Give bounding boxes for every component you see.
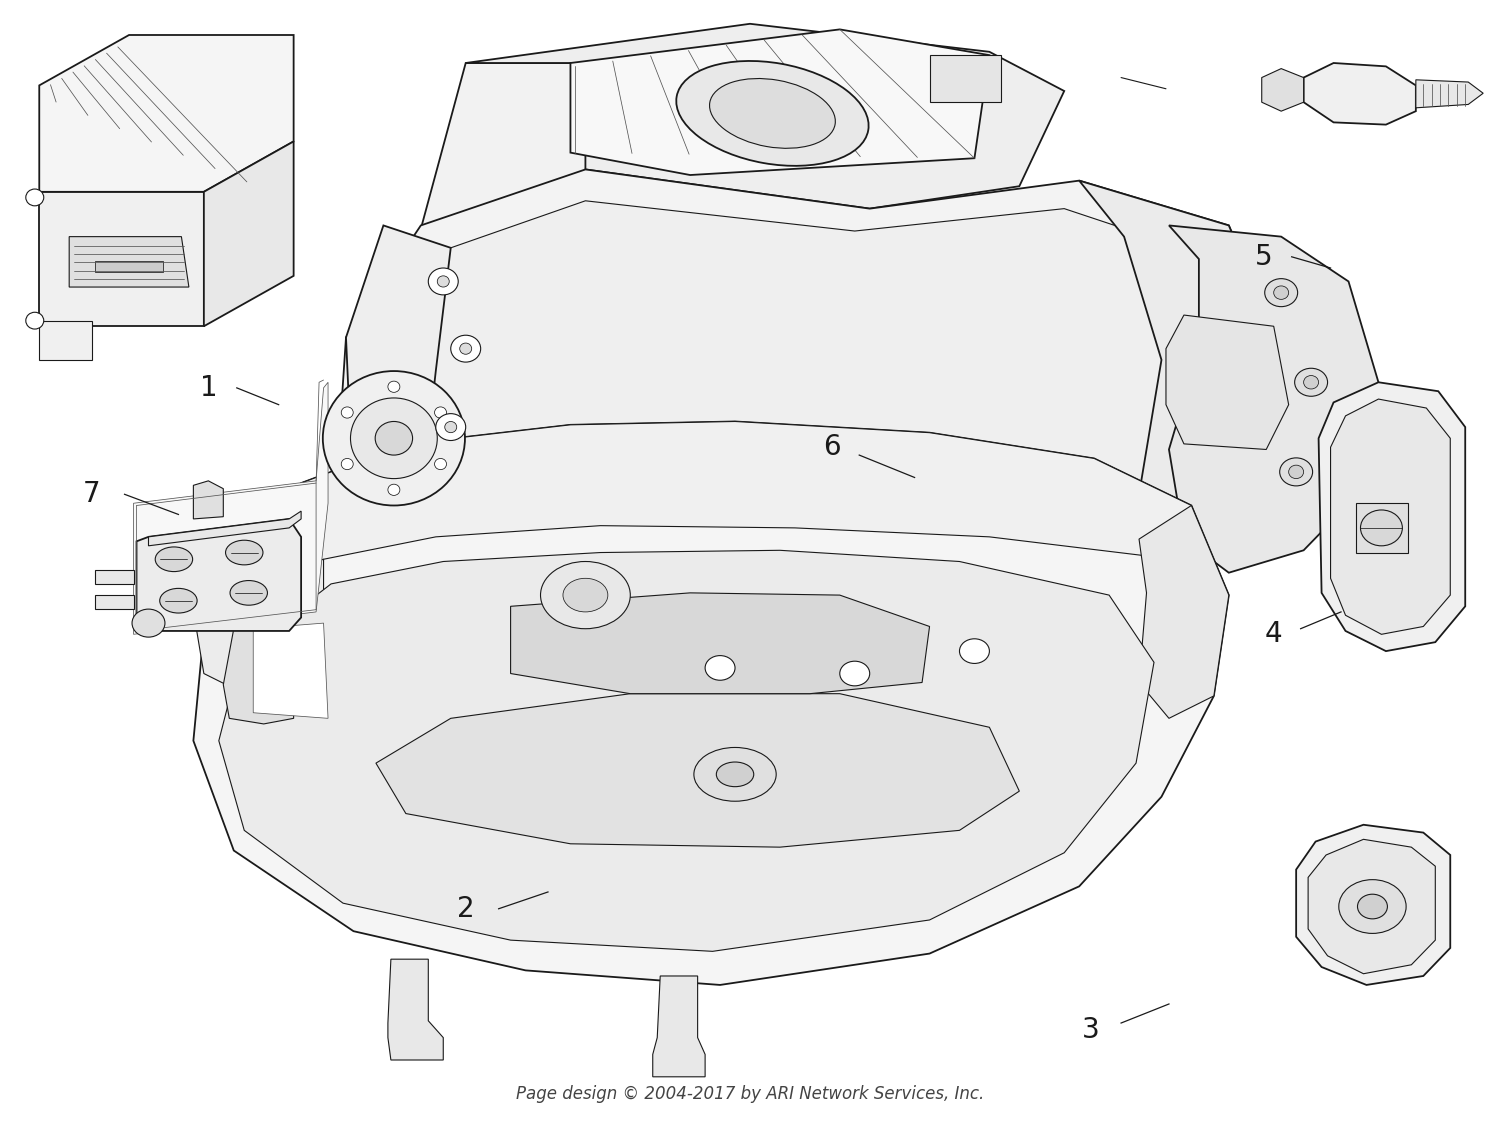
Polygon shape <box>388 959 444 1060</box>
Ellipse shape <box>717 763 753 787</box>
Ellipse shape <box>435 407 447 418</box>
Text: 3: 3 <box>1083 1015 1100 1043</box>
Ellipse shape <box>438 276 448 287</box>
Ellipse shape <box>429 268 457 295</box>
Polygon shape <box>219 550 1154 951</box>
Ellipse shape <box>435 458 447 469</box>
Text: ARI: ARI <box>484 449 1016 719</box>
Polygon shape <box>339 170 1281 668</box>
Polygon shape <box>570 29 990 175</box>
Ellipse shape <box>450 335 480 362</box>
Ellipse shape <box>26 312 44 329</box>
Polygon shape <box>234 483 324 573</box>
Polygon shape <box>1356 503 1408 553</box>
Ellipse shape <box>1280 458 1312 486</box>
Ellipse shape <box>26 189 44 206</box>
Ellipse shape <box>322 371 465 505</box>
Text: Page design © 2004-2017 by ARI Network Services, Inc.: Page design © 2004-2017 by ARI Network S… <box>516 1085 984 1103</box>
Polygon shape <box>39 192 204 327</box>
Polygon shape <box>69 237 189 287</box>
Polygon shape <box>1138 505 1228 719</box>
Ellipse shape <box>351 398 438 478</box>
Ellipse shape <box>446 421 456 432</box>
Text: 7: 7 <box>82 481 100 509</box>
Polygon shape <box>94 595 134 609</box>
Ellipse shape <box>1358 894 1388 919</box>
Polygon shape <box>1166 316 1288 449</box>
Ellipse shape <box>1360 510 1402 546</box>
Ellipse shape <box>388 381 400 392</box>
Ellipse shape <box>1274 286 1288 300</box>
Polygon shape <box>1304 63 1416 125</box>
Ellipse shape <box>1294 368 1328 396</box>
Ellipse shape <box>1304 375 1318 389</box>
Polygon shape <box>1330 399 1450 634</box>
Polygon shape <box>148 511 302 546</box>
Polygon shape <box>94 262 164 273</box>
Polygon shape <box>376 694 1020 847</box>
Text: 6: 6 <box>824 433 842 462</box>
Ellipse shape <box>705 656 735 681</box>
Polygon shape <box>194 481 224 519</box>
Polygon shape <box>406 539 1168 713</box>
Polygon shape <box>204 141 294 327</box>
Polygon shape <box>346 63 630 629</box>
Ellipse shape <box>388 484 400 495</box>
Polygon shape <box>196 550 324 696</box>
Ellipse shape <box>436 413 465 440</box>
Polygon shape <box>354 201 1251 646</box>
Ellipse shape <box>960 639 990 664</box>
Ellipse shape <box>562 578 608 612</box>
Polygon shape <box>1078 181 1281 595</box>
Ellipse shape <box>710 79 836 148</box>
Polygon shape <box>930 55 1002 102</box>
Ellipse shape <box>225 540 262 565</box>
Text: 4: 4 <box>1264 620 1282 648</box>
Ellipse shape <box>340 407 352 418</box>
Ellipse shape <box>159 588 196 613</box>
Polygon shape <box>465 24 1064 209</box>
Polygon shape <box>1296 824 1450 985</box>
Ellipse shape <box>1340 879 1406 933</box>
Polygon shape <box>1416 80 1484 108</box>
Ellipse shape <box>340 458 352 469</box>
Polygon shape <box>194 421 1228 985</box>
Text: 2: 2 <box>458 895 474 923</box>
Ellipse shape <box>840 661 870 686</box>
Polygon shape <box>279 421 1198 573</box>
Ellipse shape <box>230 581 267 605</box>
Polygon shape <box>1318 382 1466 651</box>
Ellipse shape <box>375 421 413 455</box>
Polygon shape <box>254 623 328 719</box>
Polygon shape <box>510 593 930 694</box>
Polygon shape <box>1168 226 1378 573</box>
Polygon shape <box>652 976 705 1077</box>
Polygon shape <box>346 226 450 562</box>
Ellipse shape <box>154 547 192 572</box>
Ellipse shape <box>540 562 630 629</box>
Ellipse shape <box>1264 279 1298 307</box>
Polygon shape <box>136 519 302 631</box>
Ellipse shape <box>132 609 165 637</box>
Text: 5: 5 <box>1254 243 1272 271</box>
Text: 1: 1 <box>200 374 217 402</box>
Polygon shape <box>1308 839 1436 974</box>
Polygon shape <box>1262 69 1304 111</box>
Polygon shape <box>224 623 294 724</box>
Polygon shape <box>39 321 92 359</box>
Polygon shape <box>39 35 294 192</box>
Polygon shape <box>134 382 328 634</box>
Ellipse shape <box>1288 465 1304 478</box>
Ellipse shape <box>694 748 776 801</box>
Polygon shape <box>94 570 134 584</box>
Ellipse shape <box>459 343 471 354</box>
Ellipse shape <box>676 61 868 166</box>
